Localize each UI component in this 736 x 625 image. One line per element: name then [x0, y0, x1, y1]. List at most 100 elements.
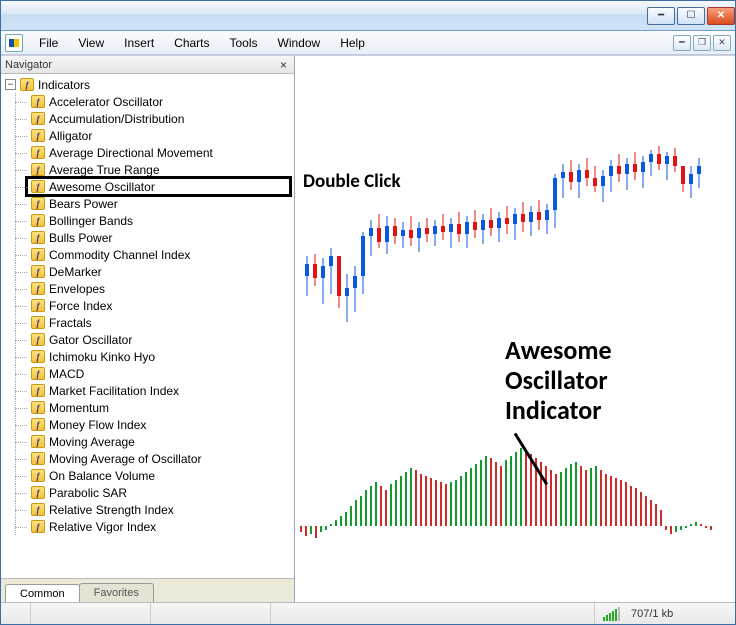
indicator-item[interactable]: MACD: [3, 365, 294, 382]
app-icon: [5, 34, 23, 52]
indicator-item[interactable]: Accumulation/Distribution: [3, 110, 294, 127]
navigator-tree[interactable]: −Indicators Accelerator OscillatorAccumul…: [1, 74, 294, 578]
indicator-item[interactable]: Bears Power: [3, 195, 294, 212]
annotation-double-click: Double Click: [303, 170, 401, 193]
indicator-item[interactable]: Bollinger Bands: [3, 212, 294, 229]
indicator-label: Awesome Oscillator: [49, 180, 155, 194]
navigator-tabs: Common Favorites: [1, 578, 294, 602]
tree-collapse-icon[interactable]: −: [5, 79, 16, 90]
indicator-item[interactable]: Moving Average of Oscillator: [3, 450, 294, 467]
indicator-fx-icon: [31, 333, 45, 346]
mdi-restore-button[interactable]: ❐: [693, 35, 711, 51]
menu-charts[interactable]: Charts: [164, 32, 219, 54]
menu-tools[interactable]: Tools: [220, 32, 268, 54]
navigator-title: Navigator: [5, 59, 52, 71]
indicator-fx-icon: [31, 469, 45, 482]
indicator-item[interactable]: Average Directional Movement: [3, 144, 294, 161]
indicator-label: Accelerator Oscillator: [49, 95, 163, 109]
indicator-fx-icon: [31, 367, 45, 380]
indicator-label: Bears Power: [49, 197, 118, 211]
indicator-item[interactable]: Accelerator Oscillator: [3, 93, 294, 110]
menu-insert[interactable]: Insert: [114, 32, 164, 54]
mdi-close-button[interactable]: ✕: [713, 35, 731, 51]
titlebar: ━ ☐ ✕: [1, 1, 735, 31]
indicator-item[interactable]: Relative Vigor Index: [3, 518, 294, 535]
indicator-label: Alligator: [49, 129, 92, 143]
indicator-label: Envelopes: [49, 282, 105, 296]
indicator-fx-icon: [31, 350, 45, 363]
indicator-fx-icon: [31, 401, 45, 414]
indicator-fx-icon: [31, 231, 45, 244]
connection-text: 707/1 kb: [631, 608, 673, 620]
indicator-item[interactable]: Commodity Channel Index: [3, 246, 294, 263]
mdi-minimize-button[interactable]: ━: [673, 35, 691, 51]
menu-view[interactable]: View: [68, 32, 114, 54]
indicator-label: Force Index: [49, 299, 112, 313]
indicator-fx-icon: [31, 452, 45, 465]
indicator-fx-icon: [31, 316, 45, 329]
indicator-item[interactable]: On Balance Volume: [3, 467, 294, 484]
indicator-label: Moving Average of Oscillator: [49, 452, 202, 466]
status-cell-flex: [271, 603, 595, 624]
tab-common[interactable]: Common: [5, 584, 80, 602]
status-cell-2: [31, 603, 151, 624]
menu-help[interactable]: Help: [330, 32, 375, 54]
indicator-item[interactable]: Envelopes: [3, 280, 294, 297]
indicator-fx-icon: [31, 95, 45, 108]
indicator-label: DeMarker: [49, 265, 102, 279]
indicator-label: Average Directional Movement: [49, 146, 213, 160]
indicator-item[interactable]: Parabolic SAR: [3, 484, 294, 501]
menubar: FileViewInsertChartsToolsWindowHelp ━ ❐ …: [1, 31, 735, 55]
indicator-label: Parabolic SAR: [49, 486, 127, 500]
indicator-item[interactable]: Alligator: [3, 127, 294, 144]
indicator-fx-icon: [31, 486, 45, 499]
menu-file[interactable]: File: [29, 32, 68, 54]
indicator-item[interactable]: DeMarker: [3, 263, 294, 280]
statusbar: 707/1 kb: [1, 602, 735, 624]
tree-root-indicators[interactable]: −Indicators: [3, 76, 294, 93]
chart-area[interactable]: Double Click Awesome Oscillator Indicato…: [295, 56, 735, 602]
indicator-item[interactable]: Fractals: [3, 314, 294, 331]
indicator-item[interactable]: Force Index: [3, 297, 294, 314]
indicator-fx-icon: [31, 180, 45, 193]
indicator-fx-icon: [31, 112, 45, 125]
indicator-item[interactable]: Bulls Power: [3, 229, 294, 246]
annotation-indicator-title: Awesome Oscillator Indicator: [505, 336, 612, 426]
indicator-label: Commodity Channel Index: [49, 248, 190, 262]
indicator-fx-icon: [31, 163, 45, 176]
indicator-item[interactable]: Moving Average: [3, 433, 294, 450]
status-cell-3: [151, 603, 271, 624]
window-maximize-button[interactable]: ☐: [677, 7, 705, 25]
tab-favorites[interactable]: Favorites: [79, 583, 154, 602]
menu-window[interactable]: Window: [268, 32, 331, 54]
indicator-item[interactable]: Average True Range: [3, 161, 294, 178]
indicator-item[interactable]: Relative Strength Index: [3, 501, 294, 518]
chart-canvas: [295, 56, 735, 602]
indicator-fx-icon: [31, 299, 45, 312]
indicator-item[interactable]: Momentum: [3, 399, 294, 416]
indicator-fx-icon: [31, 146, 45, 159]
status-connection: 707/1 kb: [595, 603, 735, 624]
indicator-fx-icon: [31, 435, 45, 448]
window-close-button[interactable]: ✕: [707, 7, 735, 25]
indicator-item[interactable]: Ichimoku Kinko Hyo: [3, 348, 294, 365]
indicator-label: Bulls Power: [49, 231, 112, 245]
indicator-item[interactable]: Awesome Oscillator: [3, 178, 294, 195]
indicator-label: Market Facilitation Index: [49, 384, 179, 398]
app-window: ━ ☐ ✕ FileViewInsertChartsToolsWindowHel…: [0, 0, 736, 625]
indicator-label: Money Flow Index: [49, 418, 146, 432]
navigator-close-icon[interactable]: ×: [277, 58, 290, 72]
indicator-label: Relative Vigor Index: [49, 520, 156, 534]
indicator-fx-icon: [31, 503, 45, 516]
indicator-item[interactable]: Market Facilitation Index: [3, 382, 294, 399]
indicator-label: MACD: [49, 367, 84, 381]
navigator-panel: Navigator × −Indicators Accelerator Oscil…: [1, 56, 295, 602]
window-minimize-button[interactable]: ━: [647, 7, 675, 25]
indicator-label: Average True Range: [49, 163, 160, 177]
indicator-item[interactable]: Gator Oscillator: [3, 331, 294, 348]
indicator-label: On Balance Volume: [49, 469, 155, 483]
indicator-item[interactable]: Money Flow Index: [3, 416, 294, 433]
indicator-fx-icon: [31, 248, 45, 261]
indicator-fx-icon: [31, 214, 45, 227]
status-cell-1: [1, 603, 31, 624]
